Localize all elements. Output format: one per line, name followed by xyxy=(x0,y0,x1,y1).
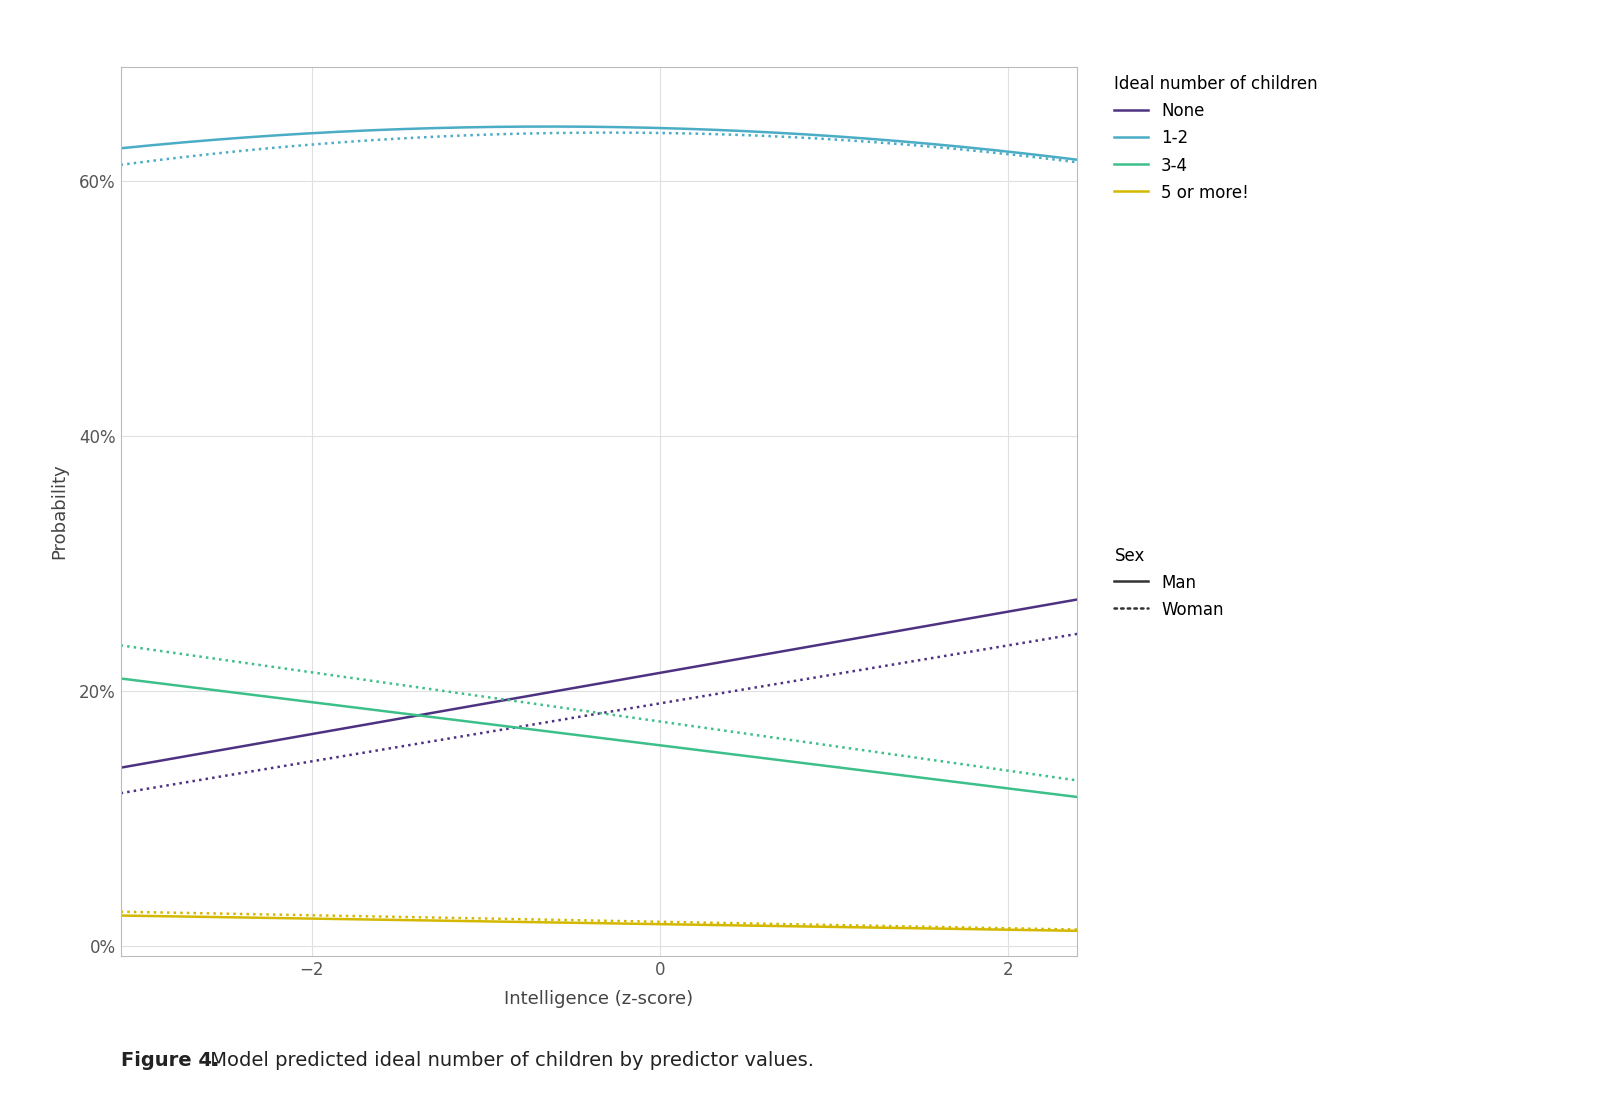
Y-axis label: Probability: Probability xyxy=(50,464,67,559)
Text: Model predicted ideal number of children by predictor values.: Model predicted ideal number of children… xyxy=(204,1051,813,1070)
X-axis label: Intelligence (z-score): Intelligence (z-score) xyxy=(505,991,693,1009)
Text: Figure 4.: Figure 4. xyxy=(121,1051,219,1070)
Legend: Man, Woman: Man, Woman xyxy=(1114,546,1223,619)
